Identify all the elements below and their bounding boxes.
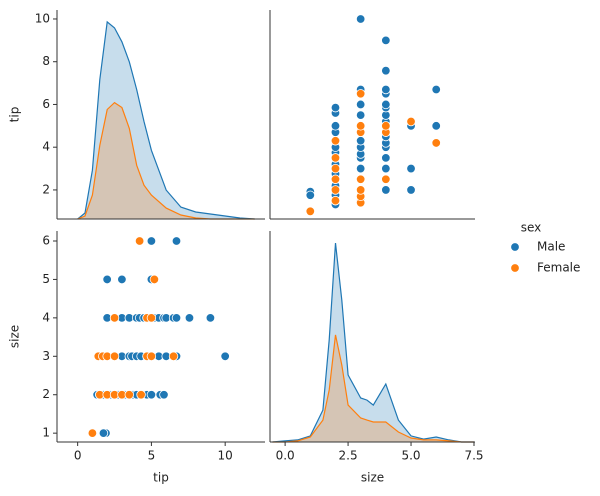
scatter-point bbox=[431, 84, 441, 95]
y-axis-label: tip bbox=[8, 107, 22, 123]
scatter-point bbox=[146, 313, 157, 323]
y-tick-label: 5 bbox=[42, 272, 50, 286]
density-area bbox=[77, 21, 255, 220]
x-tick-label: 0 bbox=[74, 449, 82, 463]
scatter-point bbox=[406, 163, 416, 174]
x-tick-label: 10 bbox=[218, 449, 233, 463]
x-tick-label: 0.0 bbox=[276, 449, 295, 463]
scatter-point bbox=[355, 136, 366, 146]
scatter-point bbox=[355, 185, 366, 195]
scatter-point bbox=[406, 116, 416, 127]
y-tick-label: 4 bbox=[42, 310, 50, 324]
scatter-point bbox=[406, 185, 416, 195]
scatter-point bbox=[330, 185, 341, 195]
scatter-point bbox=[124, 390, 134, 400]
scatter-point bbox=[355, 99, 366, 110]
scatter-point bbox=[330, 195, 341, 206]
scatter-point bbox=[381, 163, 391, 174]
y-tick-label: 1 bbox=[42, 426, 50, 440]
x-axis-label: tip bbox=[153, 471, 169, 485]
density-line bbox=[77, 20, 255, 220]
scatter-point bbox=[381, 35, 391, 46]
scatter-point bbox=[220, 351, 230, 361]
scatter-point bbox=[381, 99, 391, 110]
scatter-point bbox=[305, 190, 315, 200]
density-area bbox=[272, 334, 474, 442]
y-tick-label: 8 bbox=[42, 54, 50, 68]
scatter-point bbox=[98, 428, 109, 438]
scatter-point bbox=[330, 121, 341, 131]
scatter-point bbox=[87, 428, 98, 438]
y-tick-label: 2 bbox=[42, 182, 50, 196]
scatter-point bbox=[355, 174, 366, 184]
y-tick-label: 4 bbox=[42, 140, 50, 154]
y-tick-label: 2 bbox=[42, 387, 50, 401]
scatter-point bbox=[171, 313, 182, 323]
x-tick-label: 7.5 bbox=[464, 449, 483, 463]
y-tick-label: 6 bbox=[42, 233, 50, 247]
x-axis-label: size bbox=[361, 471, 384, 485]
y-tick-label: 3 bbox=[42, 349, 50, 363]
density-area bbox=[272, 243, 474, 442]
x-tick-label: 5 bbox=[148, 449, 156, 463]
scatter-point bbox=[117, 274, 127, 285]
scatter-point bbox=[355, 110, 366, 120]
legend-label: Female bbox=[537, 261, 580, 275]
scatter-point bbox=[431, 138, 441, 148]
legend-marker bbox=[510, 263, 520, 273]
legend-title: sex bbox=[521, 221, 542, 235]
legend-marker bbox=[510, 242, 520, 252]
legend-label: Male bbox=[537, 240, 565, 254]
scatter-point bbox=[184, 313, 195, 323]
y-axis-label: size bbox=[8, 325, 22, 348]
scatter-point bbox=[330, 163, 341, 174]
density-area bbox=[77, 102, 255, 219]
scatter-point bbox=[146, 236, 157, 246]
scatter-point bbox=[102, 274, 112, 285]
y-tick-label: 10 bbox=[35, 11, 50, 25]
scatter-point bbox=[330, 174, 341, 184]
scatter-point bbox=[381, 84, 391, 95]
scatter-point bbox=[136, 390, 146, 400]
scatter-point bbox=[330, 102, 341, 113]
scatter-point bbox=[149, 274, 160, 285]
scatter-point bbox=[109, 313, 120, 323]
scatter-point bbox=[381, 185, 391, 195]
scatter-point bbox=[146, 390, 157, 400]
scatter-point bbox=[330, 136, 341, 146]
scatter-point bbox=[330, 153, 341, 163]
scatter-point bbox=[381, 65, 391, 76]
x-tick-label: 2.5 bbox=[339, 449, 358, 463]
scatter-point bbox=[168, 351, 179, 361]
scatter-point bbox=[431, 121, 441, 131]
scatter-point bbox=[146, 351, 157, 361]
scatter-point bbox=[159, 390, 169, 400]
scatter-point bbox=[355, 163, 366, 174]
scatter-point bbox=[171, 236, 182, 246]
scatter-point bbox=[305, 206, 315, 217]
scatter-point bbox=[355, 121, 366, 131]
scatter-point bbox=[381, 153, 391, 163]
scatter-point bbox=[109, 351, 120, 361]
scatter-point bbox=[205, 313, 216, 323]
scatter-point bbox=[381, 121, 391, 131]
y-tick-label: 6 bbox=[42, 97, 50, 111]
scatter-point bbox=[355, 89, 366, 99]
density-line bbox=[272, 243, 474, 443]
density-line bbox=[272, 334, 474, 443]
scatter-point bbox=[381, 174, 391, 184]
scatter-point bbox=[134, 236, 145, 246]
x-tick-label: 5.0 bbox=[401, 449, 420, 463]
scatter-point bbox=[355, 14, 366, 24]
